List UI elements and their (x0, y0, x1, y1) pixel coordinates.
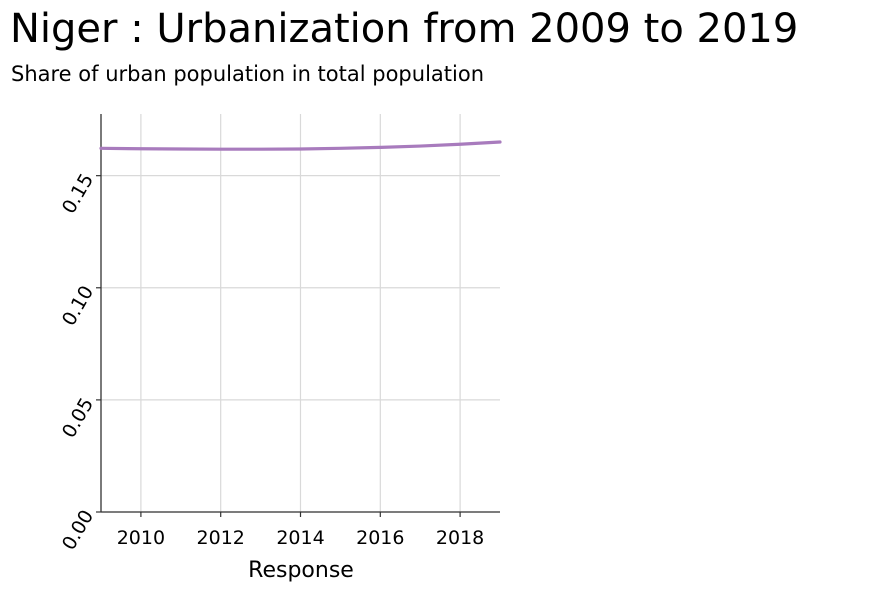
tick-labels: 2010 2012 2014 2016 2018 0.00 0.05 0.10 0.15 (58, 170, 484, 554)
grid-lines (101, 114, 500, 512)
y-tick-label: 0.10 (58, 282, 98, 330)
x-tick-label: 2010 (117, 527, 165, 549)
x-tick-label: 2012 (197, 527, 245, 549)
axes (96, 114, 500, 517)
y-tick-label: 0.15 (58, 170, 98, 218)
x-tick-label: 2014 (276, 527, 324, 549)
y-tick-label: 0.05 (58, 394, 98, 442)
x-axis-label: Response (248, 558, 354, 583)
y-tick-label: 0.00 (58, 506, 98, 554)
x-tick-label: 2018 (436, 527, 484, 549)
x-tick-label: 2016 (356, 527, 404, 549)
